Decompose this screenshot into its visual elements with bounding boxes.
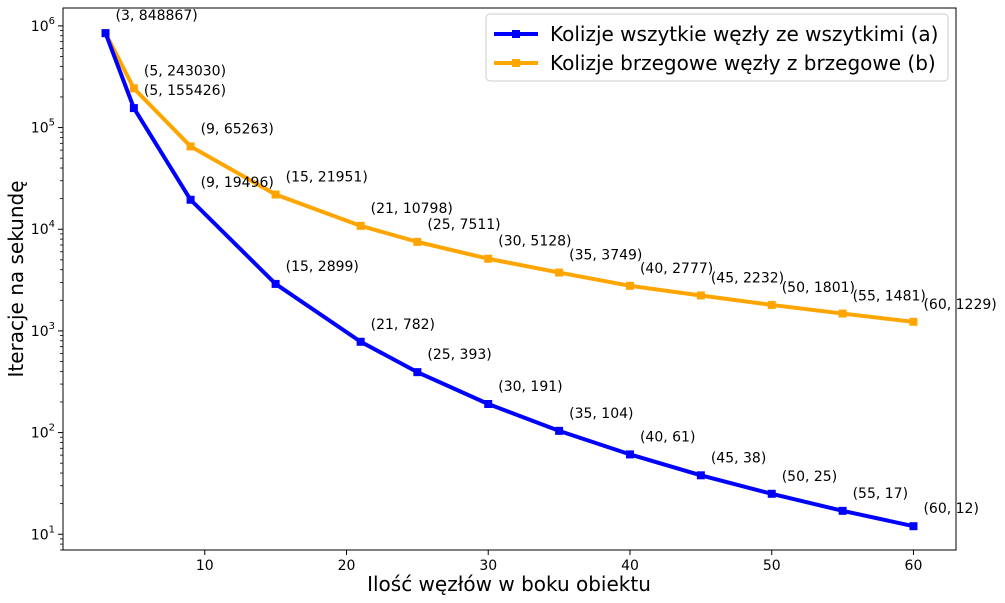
data-point (129, 104, 138, 113)
data-point (271, 190, 280, 199)
x-tick-label: 20 (338, 558, 356, 574)
data-point (909, 522, 918, 531)
data-point (186, 142, 195, 151)
data-point (767, 489, 776, 498)
data-label: (45, 2232) (711, 270, 784, 286)
data-label: (55, 1481) (853, 289, 926, 305)
y-tick-exponent: 2 (49, 423, 55, 434)
data-label: (40, 2777) (640, 261, 713, 277)
data-point (271, 279, 280, 288)
x-tick-label: 40 (621, 558, 639, 574)
y-tick-exponent: 3 (49, 321, 55, 332)
data-label: (25, 7511) (427, 217, 500, 233)
y-tick-exponent: 1 (49, 524, 55, 535)
data-label: (15, 2899) (286, 259, 359, 275)
legend-box (485, 13, 949, 82)
data-label: (50, 1801) (782, 280, 855, 296)
x-tick-label: 60 (905, 558, 923, 574)
legend-marker (512, 30, 520, 38)
y-tick-base: 10 (31, 121, 49, 137)
data-point (413, 368, 422, 377)
data-point (129, 84, 138, 93)
plot-area (62, 7, 957, 551)
data-label: (55, 17) (853, 486, 908, 502)
data-label: (60, 1229) (923, 297, 996, 313)
x-tick-label: 30 (479, 558, 497, 574)
data-point (625, 281, 634, 290)
data-label: (21, 10798) (371, 201, 453, 217)
data-label: (5, 155426) (144, 83, 226, 99)
y-tick-label: 101 (31, 524, 55, 543)
legend-label: Kolizje wszytkie węzły ze wszytkimi (a) (550, 22, 939, 46)
data-labels: (3, 848867) (5, 243030) (9, 65263) (15, 219… (116, 8, 997, 517)
data-label: (35, 3749) (569, 248, 642, 264)
data-label: (30, 191) (498, 379, 562, 395)
y-tick-base: 10 (31, 222, 49, 238)
data-point (696, 291, 705, 300)
data-point (186, 195, 195, 204)
y-axis-title: Iteracje na sekundę (4, 180, 28, 377)
legend-marker (512, 59, 520, 67)
x-tick-label: 50 (763, 558, 781, 574)
data-label: (3, 848867) (116, 8, 198, 24)
data-label: (40, 61) (640, 429, 695, 445)
data-label: (50, 25) (782, 469, 837, 485)
x-axis-title: Ilość węzłów w boku obiektu (367, 572, 651, 596)
y-tick-label: 102 (31, 423, 55, 442)
y-tick-exponent: 5 (49, 118, 55, 129)
data-point (909, 317, 918, 326)
series-layer (101, 29, 918, 531)
data-label: (25, 393) (427, 347, 491, 363)
data-point (838, 309, 847, 318)
data-point (356, 221, 365, 230)
data-label: (15, 21951) (286, 170, 368, 186)
y-tick-base: 10 (31, 426, 49, 442)
data-label: (21, 782) (371, 317, 435, 333)
data-label: (35, 104) (569, 406, 633, 422)
y-tick-exponent: 6 (49, 16, 55, 27)
data-label: (30, 5128) (498, 234, 571, 250)
y-tick-base: 10 (31, 19, 49, 35)
data-label: (9, 19496) (201, 175, 274, 191)
data-point (413, 237, 422, 246)
y-tick-exponent: 4 (49, 219, 55, 230)
y-tick-label: 105 (31, 118, 55, 137)
y-tick-label: 106 (31, 16, 55, 35)
y-tick-base: 10 (31, 527, 49, 543)
y-tick-label: 103 (31, 321, 55, 340)
data-point (484, 400, 493, 409)
data-label: (60, 12) (923, 501, 978, 517)
data-point (555, 268, 564, 277)
data-point (484, 254, 493, 263)
data-point (696, 471, 705, 480)
data-point (555, 426, 564, 435)
legend-label: Kolizje brzegowe węzły z brzegowe (b) (550, 51, 936, 75)
x-tick-label: 10 (196, 558, 214, 574)
data-point (767, 300, 776, 309)
legend: Kolizje wszytkie węzły ze wszytkimi (a) K… (485, 13, 949, 82)
data-label: (45, 38) (711, 450, 766, 466)
data-point (101, 29, 110, 38)
data-point (625, 450, 634, 459)
data-label: (9, 65263) (201, 121, 274, 137)
data-point (838, 506, 847, 515)
y-tick-label: 104 (31, 219, 55, 238)
data-label: (5, 243030) (144, 63, 226, 79)
data-point (356, 337, 365, 346)
y-tick-base: 10 (31, 324, 49, 340)
